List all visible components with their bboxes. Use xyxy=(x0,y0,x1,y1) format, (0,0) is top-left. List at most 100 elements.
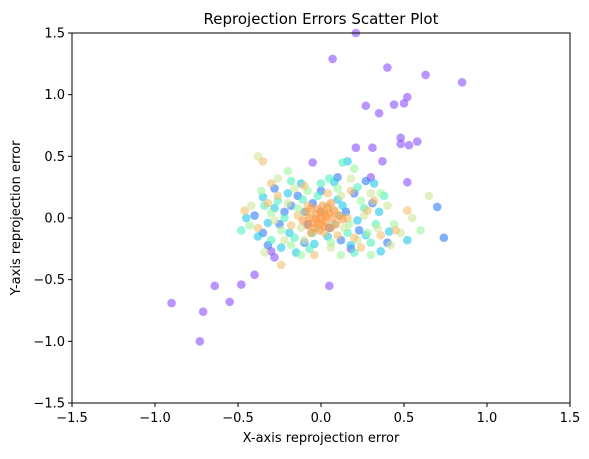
scatter-point xyxy=(263,198,273,208)
scatter-point xyxy=(333,184,342,193)
scatter-point xyxy=(237,280,246,289)
scatter-point xyxy=(374,108,384,118)
y-tick-label: −1.0 xyxy=(33,335,65,350)
scatter-point xyxy=(303,221,313,230)
scatter-point xyxy=(403,206,412,215)
scatter-point xyxy=(320,210,329,219)
scatter-point xyxy=(346,240,356,250)
scatter-point xyxy=(354,226,364,235)
scatter-point xyxy=(361,176,371,186)
scatter-point xyxy=(325,174,334,183)
scatter-point xyxy=(361,101,371,111)
scatter-point xyxy=(246,201,256,210)
scatter-point xyxy=(326,223,336,233)
scatter-point xyxy=(245,221,254,230)
scatter-point xyxy=(210,281,220,291)
scatter-point xyxy=(396,133,405,143)
scatter-point xyxy=(305,244,314,254)
scatter-point xyxy=(439,233,449,243)
scatter-point xyxy=(338,214,347,224)
scatter-point xyxy=(396,139,405,149)
scatter-point xyxy=(366,189,376,198)
scatter-point xyxy=(263,218,273,228)
scatter-point xyxy=(266,179,276,188)
scatter-point xyxy=(432,202,442,212)
scatter-point xyxy=(273,174,283,183)
x-tick-label: −0.5 xyxy=(222,411,254,426)
scatter-point xyxy=(376,247,386,256)
x-axis: −1.5 −1.0 −0.5 0.0 0.5 1.0 1.5 xyxy=(56,403,580,426)
scatter-point xyxy=(328,54,337,64)
scatter-point xyxy=(391,226,401,235)
scatter-point xyxy=(383,201,392,210)
scatter-point xyxy=(329,206,339,215)
scatter-point xyxy=(346,174,356,183)
scatter-point xyxy=(256,186,266,196)
scatter-point xyxy=(300,235,309,245)
scatter-point xyxy=(338,201,347,210)
scatter-point xyxy=(376,189,386,198)
scatter-point xyxy=(253,223,263,233)
scatter-point xyxy=(383,63,392,72)
scatter-point xyxy=(308,158,318,167)
scatter-point xyxy=(313,191,322,201)
scatter-point xyxy=(225,297,234,307)
scatter-point xyxy=(316,179,326,188)
scatter-point xyxy=(346,186,356,196)
scatter-point xyxy=(376,230,386,240)
scatter-point xyxy=(296,223,306,233)
scatter-point xyxy=(363,206,372,215)
scatter-point xyxy=(306,228,316,238)
scatter-point xyxy=(412,137,422,146)
scatter-point xyxy=(286,240,296,250)
scatter-point xyxy=(399,99,409,108)
scatter-point xyxy=(300,181,309,191)
x-tick-label: 1.0 xyxy=(477,411,498,426)
scatter-point xyxy=(323,189,332,198)
scatter-point xyxy=(369,196,379,206)
scatter-point xyxy=(198,307,208,317)
scatter-point xyxy=(416,226,425,235)
scatter-point xyxy=(353,182,362,192)
scatter-point xyxy=(283,166,293,176)
scatter-point xyxy=(326,243,336,252)
scatter-point xyxy=(310,250,319,260)
scatter-point xyxy=(195,337,205,346)
scatter-point xyxy=(270,253,279,262)
y-tick-label: 0.0 xyxy=(44,212,65,227)
scatter-point xyxy=(424,191,434,201)
scatter-point xyxy=(242,213,251,223)
scatter-point xyxy=(351,143,361,152)
y-tick-label: 1.5 xyxy=(44,27,65,42)
scatter-point xyxy=(338,158,347,167)
scatter-point xyxy=(293,203,303,213)
y-axis: −1.5 −1.0 −0.5 0.0 0.5 1.0 1.5 xyxy=(33,27,72,412)
x-tick-label: 1.5 xyxy=(560,411,581,426)
scatter-point xyxy=(404,140,414,150)
y-tick-label: 1.0 xyxy=(44,88,65,103)
scatter-point xyxy=(313,217,322,226)
points-layer xyxy=(167,28,467,346)
scatter-point xyxy=(368,143,377,152)
y-tick-label: 0.5 xyxy=(44,150,65,165)
scatter-point xyxy=(250,211,259,220)
scatter-point xyxy=(325,281,334,291)
scatter-point xyxy=(336,250,346,260)
scatter-point xyxy=(290,184,299,193)
scatter-point xyxy=(366,238,376,247)
scatter-point xyxy=(384,227,394,236)
scatter-point xyxy=(280,207,289,217)
y-axis-label: Y-axis reprojection error xyxy=(9,140,24,297)
scatter-point xyxy=(326,198,336,208)
scatter-point xyxy=(250,270,259,280)
x-tick-label: −1.5 xyxy=(56,411,88,426)
scatter-point xyxy=(253,232,263,241)
scatter-point xyxy=(306,203,316,213)
scatter-point xyxy=(457,78,467,87)
scatter-point xyxy=(260,248,269,257)
scatter-point xyxy=(276,243,286,252)
y-tick-label: −1.5 xyxy=(33,397,65,412)
scatter-point xyxy=(349,233,359,243)
